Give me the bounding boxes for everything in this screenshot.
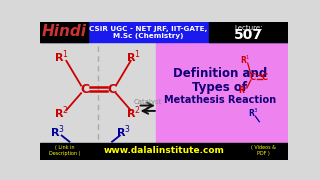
Text: R$^2$: R$^2$ <box>238 83 249 96</box>
Text: CSIR UGC - NET JRF, IIT-GATE,: CSIR UGC - NET JRF, IIT-GATE, <box>89 26 208 32</box>
Text: PDF ): PDF ) <box>257 151 269 156</box>
Text: 507: 507 <box>234 28 263 42</box>
Text: M.Sc (Chemistry): M.Sc (Chemistry) <box>113 33 184 39</box>
Bar <box>40 22 88 42</box>
Text: C: C <box>250 73 256 82</box>
Text: C: C <box>80 83 90 96</box>
Text: Definition and: Definition and <box>173 68 267 80</box>
Text: R$^3$: R$^3$ <box>248 106 260 119</box>
Text: Lecture:: Lecture: <box>234 25 263 31</box>
Bar <box>209 22 288 42</box>
Text: C: C <box>262 73 268 82</box>
Bar <box>40 22 288 42</box>
Text: Description ): Description ) <box>49 151 81 156</box>
Text: C: C <box>108 83 116 96</box>
Text: R$^3$: R$^3$ <box>116 123 131 140</box>
Text: R$^1$: R$^1$ <box>240 54 251 66</box>
Bar <box>40 143 288 160</box>
Text: R$^2$: R$^2$ <box>54 104 69 121</box>
Text: R$^1$: R$^1$ <box>54 49 69 65</box>
Text: R$^1$: R$^1$ <box>126 49 141 65</box>
Text: Types of: Types of <box>192 80 247 94</box>
Text: ( Videos &: ( Videos & <box>251 145 276 150</box>
Text: Metathesis Reaction: Metathesis Reaction <box>164 95 276 105</box>
Text: R$^2$: R$^2$ <box>126 104 141 121</box>
Text: www.dalalinstitute.com: www.dalalinstitute.com <box>104 147 224 156</box>
Text: Hindi: Hindi <box>42 24 86 39</box>
Text: R$^3$: R$^3$ <box>50 123 65 140</box>
Bar <box>156 42 288 143</box>
Text: Catalyst: Catalyst <box>133 99 162 105</box>
Text: ( Link in: ( Link in <box>55 145 75 150</box>
